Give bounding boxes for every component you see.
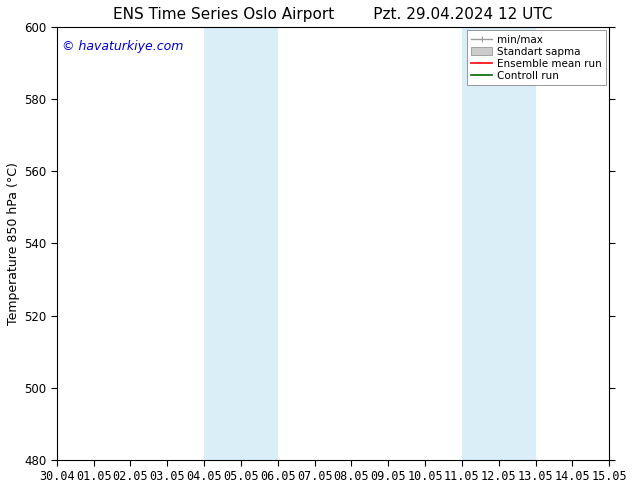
Text: © havaturkiye.com: © havaturkiye.com <box>62 40 184 53</box>
Bar <box>462 27 536 460</box>
Title: ENS Time Series Oslo Airport        Pzt. 29.04.2024 12 UTC: ENS Time Series Oslo Airport Pzt. 29.04.… <box>113 7 553 22</box>
Bar <box>204 27 278 460</box>
Y-axis label: Temperature 850 hPa (°C): Temperature 850 hPa (°C) <box>7 162 20 325</box>
Legend: min/max, Standart sapma, Ensemble mean run, Controll run: min/max, Standart sapma, Ensemble mean r… <box>467 30 606 85</box>
